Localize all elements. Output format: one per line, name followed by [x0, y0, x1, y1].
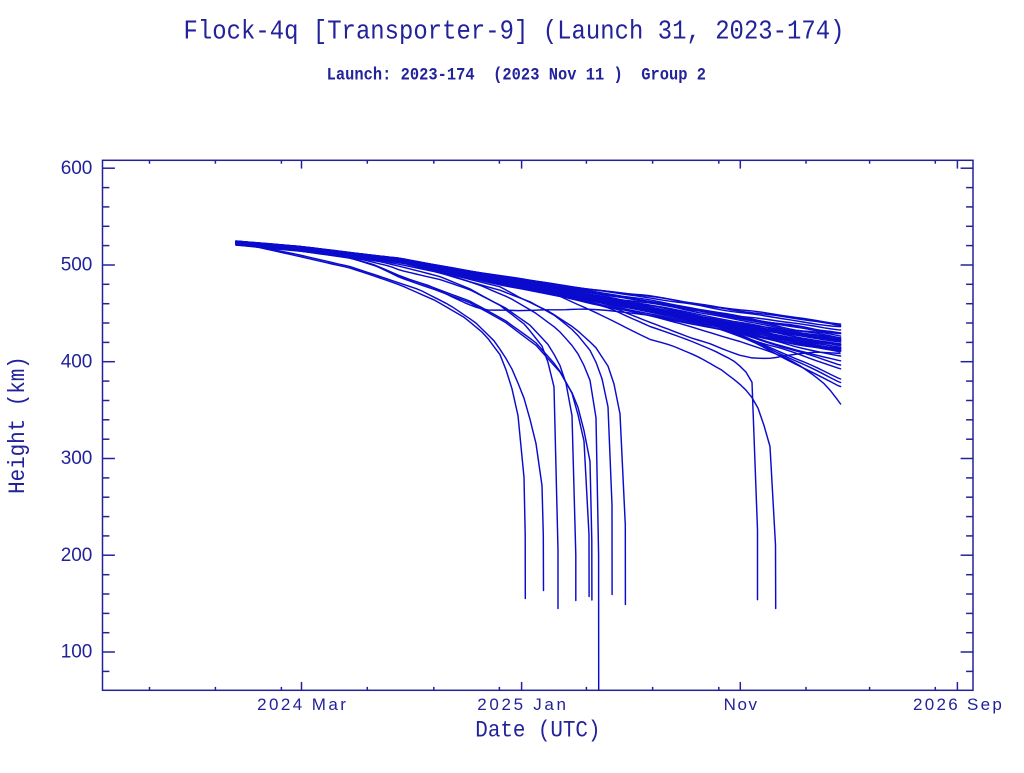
svg-text:2024 Mar: 2024 Mar — [257, 695, 346, 714]
svg-text:Date (UTC): Date (UTC) — [475, 718, 600, 744]
svg-text:400: 400 — [61, 351, 93, 372]
svg-text:300: 300 — [61, 448, 93, 469]
svg-text:Height (km): Height (km) — [5, 356, 31, 494]
svg-text:100: 100 — [61, 642, 93, 663]
svg-text:500: 500 — [61, 255, 93, 276]
svg-text:Flock-4q [Transporter-9] (Laun: Flock-4q [Transporter-9] (Launch 31, 202… — [184, 16, 845, 47]
svg-text:2026 Sep: 2026 Sep — [913, 695, 1002, 714]
svg-text:2025 Jan: 2025 Jan — [477, 695, 566, 714]
svg-text:600: 600 — [61, 158, 93, 179]
svg-text:Launch: 2023-174 (2023 Nov 11: Launch: 2023-174 (2023 Nov 11 ) Group 2 — [327, 65, 706, 85]
svg-text:Nov: Nov — [724, 695, 758, 714]
svg-text:200: 200 — [61, 545, 93, 566]
